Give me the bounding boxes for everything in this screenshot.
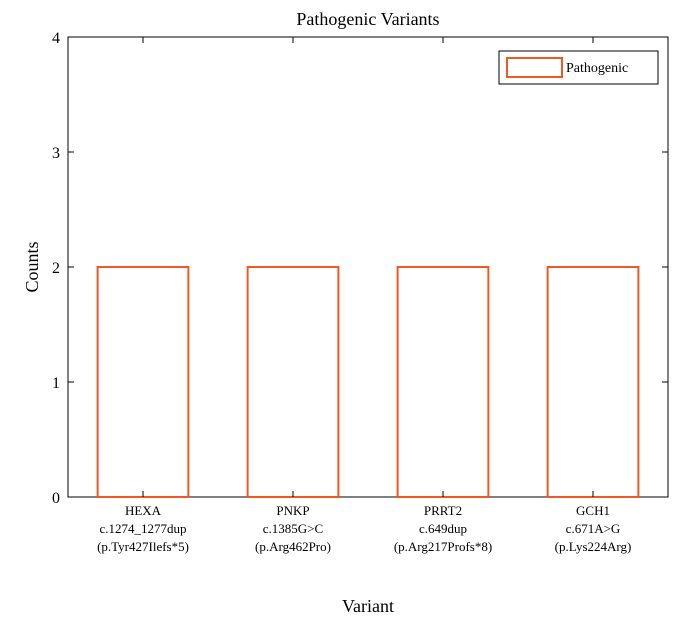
y-tick-label: 0 [52, 490, 60, 507]
y-tick-label: 1 [52, 375, 60, 392]
legend-label: Pathogenic [566, 61, 628, 76]
x-tick-label: (p.Tyr427Ilefs*5) [97, 539, 189, 554]
bar [96, 266, 190, 498]
chart-title: Pathogenic Variants [296, 9, 439, 29]
x-tick-label: c.1385G>C [263, 521, 323, 536]
x-tick-label: (p.Arg217Profs*8) [394, 539, 492, 554]
bar [546, 266, 640, 498]
x-tick-label: c.649dup [419, 521, 467, 536]
x-tick-label: PRRT2 [424, 503, 462, 518]
legend-swatch [506, 57, 563, 78]
x-tick-label: (p.Arg462Pro) [255, 539, 331, 554]
y-tick-label: 2 [52, 260, 60, 277]
bar [396, 266, 490, 498]
x-tick-label: c.671A>G [566, 521, 621, 536]
bar [246, 266, 340, 498]
x-tick-label: HEXA [125, 503, 162, 518]
x-axis-title: Variant [342, 596, 394, 616]
legend: Pathogenic [498, 50, 659, 85]
x-tick-label: c.1274_1277dup [99, 521, 186, 536]
y-tick-label: 4 [52, 30, 60, 47]
x-tick-label: GCH1 [576, 503, 610, 518]
legend-box [498, 50, 659, 85]
x-tick-label: PNKP [276, 503, 309, 518]
bars [96, 266, 640, 498]
y-tick-label: 3 [52, 145, 60, 162]
x-tick-label: (p.Lys224Arg) [555, 539, 632, 554]
y-axis: 0 1 2 3 4 [52, 30, 668, 507]
x-axis: HEXA c.1274_1277dup (p.Tyr427Ilefs*5) PNKP c… [97, 37, 631, 554]
y-axis-title: Counts [22, 241, 42, 292]
